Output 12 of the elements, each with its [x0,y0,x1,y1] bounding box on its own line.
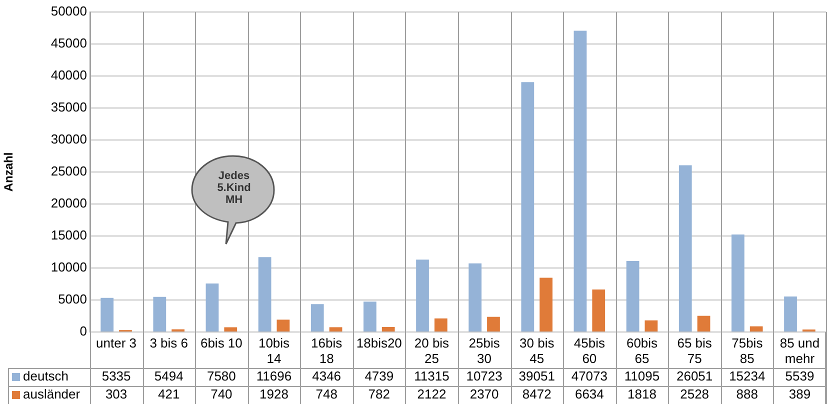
annotation: Jedes 5.Kind MH [216,170,252,206]
y-tick-label: 30000 [50,132,87,147]
y-tick-label: 45000 [50,36,87,51]
y-tick-label: 5000 [58,292,87,307]
y-tick-label: 50000 [50,4,87,19]
y-tick-label: 20000 [50,196,87,211]
y-tick-label: 10000 [50,260,87,275]
y-tick-label: 25000 [50,164,87,179]
y-tick-label: 35000 [50,100,87,115]
y-tick-label: 40000 [50,68,87,83]
y-axis-title: Anzahl [2,152,16,192]
y-tick-label: 15000 [50,228,87,243]
